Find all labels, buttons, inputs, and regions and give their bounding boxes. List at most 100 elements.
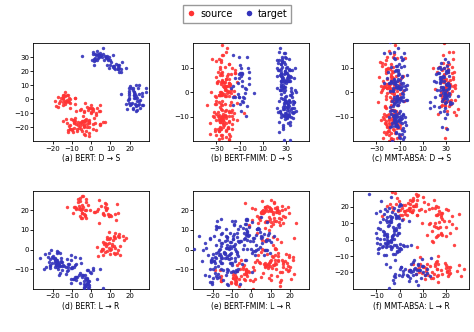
Point [217, 104, 224, 110]
Point [138, 91, 146, 96]
Point [282, 251, 290, 256]
Point [66, 122, 74, 127]
Point [58, 259, 65, 265]
Point [282, 111, 290, 116]
Point [95, 206, 102, 211]
Point [116, 243, 124, 249]
Point [83, 268, 91, 273]
Point [219, 52, 227, 58]
Point [128, 101, 135, 107]
Point [257, 235, 265, 240]
Point [217, 89, 225, 95]
Point [219, 43, 226, 48]
Point [41, 251, 48, 257]
Point [396, 242, 403, 247]
Point [391, 55, 398, 60]
Point [68, 266, 76, 271]
Point [70, 125, 77, 131]
Point [236, 75, 243, 80]
Point [232, 275, 240, 280]
Point [235, 267, 242, 272]
Point [266, 260, 273, 265]
Point [387, 79, 395, 84]
Point [437, 74, 444, 79]
Point [389, 77, 397, 82]
Point [377, 242, 384, 247]
Point [276, 87, 284, 93]
Point [264, 237, 271, 242]
Point [94, 55, 102, 61]
Point [372, 231, 380, 236]
Point [81, 122, 88, 127]
Point [233, 279, 240, 285]
Point [383, 130, 391, 135]
Point [76, 108, 83, 113]
Point [393, 95, 401, 101]
Point [127, 84, 134, 89]
Point [394, 208, 401, 213]
Point [392, 84, 400, 89]
Point [392, 227, 399, 232]
Point [420, 200, 428, 205]
Point [66, 126, 73, 131]
Point [101, 240, 109, 245]
Point [442, 84, 450, 90]
Point [101, 119, 109, 124]
Point [235, 238, 242, 243]
Point [394, 69, 402, 74]
Point [256, 244, 264, 250]
Point [399, 272, 407, 277]
Point [384, 224, 392, 229]
Point [277, 217, 285, 222]
Point [102, 208, 109, 213]
Point [379, 216, 387, 221]
Point [229, 103, 237, 108]
Point [46, 262, 54, 268]
Point [87, 110, 95, 115]
Point [60, 94, 67, 99]
Point [109, 63, 117, 68]
Point [215, 117, 223, 123]
Point [276, 109, 284, 114]
Point [217, 66, 224, 71]
Point [261, 263, 269, 269]
Point [223, 245, 230, 250]
Point [211, 261, 219, 266]
Point [441, 91, 449, 96]
Point [378, 63, 386, 69]
Point [276, 270, 284, 275]
Point [382, 244, 390, 249]
Point [428, 238, 436, 244]
Point [398, 217, 405, 223]
Point [220, 249, 228, 255]
Point [54, 104, 62, 110]
Point [98, 55, 105, 60]
Point [235, 94, 242, 100]
Point [243, 274, 251, 279]
Point [254, 246, 262, 252]
Point [393, 82, 401, 87]
Point [263, 262, 270, 267]
Point [105, 213, 113, 219]
Point [417, 262, 424, 267]
Point [241, 221, 248, 226]
Point [232, 70, 239, 76]
Point [54, 260, 62, 265]
Point [397, 75, 404, 81]
Point [53, 263, 60, 268]
Point [223, 84, 231, 89]
Point [235, 71, 243, 76]
Point [59, 92, 67, 98]
Point [398, 131, 406, 136]
Point [393, 248, 401, 254]
Point [394, 67, 402, 73]
Point [239, 225, 246, 230]
Point [217, 231, 225, 236]
Point [210, 258, 218, 264]
Point [84, 268, 92, 273]
Point [87, 208, 94, 213]
Point [390, 102, 398, 107]
Point [129, 106, 137, 112]
Point [392, 63, 400, 69]
Point [401, 266, 409, 272]
